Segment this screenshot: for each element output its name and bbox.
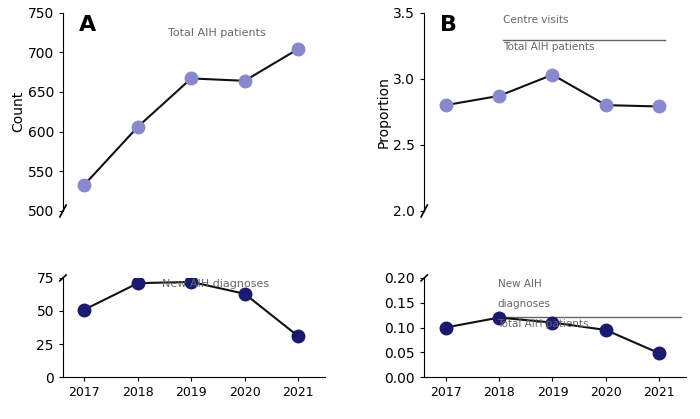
Y-axis label: Proportion: Proportion [377,76,391,148]
Text: Total AIH patients: Total AIH patients [503,42,594,52]
Text: A: A [78,15,96,34]
Text: Centre visits: Centre visits [503,15,568,25]
Y-axis label: Count: Count [10,91,25,132]
Text: New AIH diagnoses: New AIH diagnoses [162,279,270,289]
Text: B: B [440,15,457,34]
Text: Total AIH patients: Total AIH patients [498,318,589,328]
Text: diagnoses: diagnoses [498,299,550,309]
Text: Total AIH patients: Total AIH patients [168,28,265,39]
Text: New AIH: New AIH [498,279,541,289]
